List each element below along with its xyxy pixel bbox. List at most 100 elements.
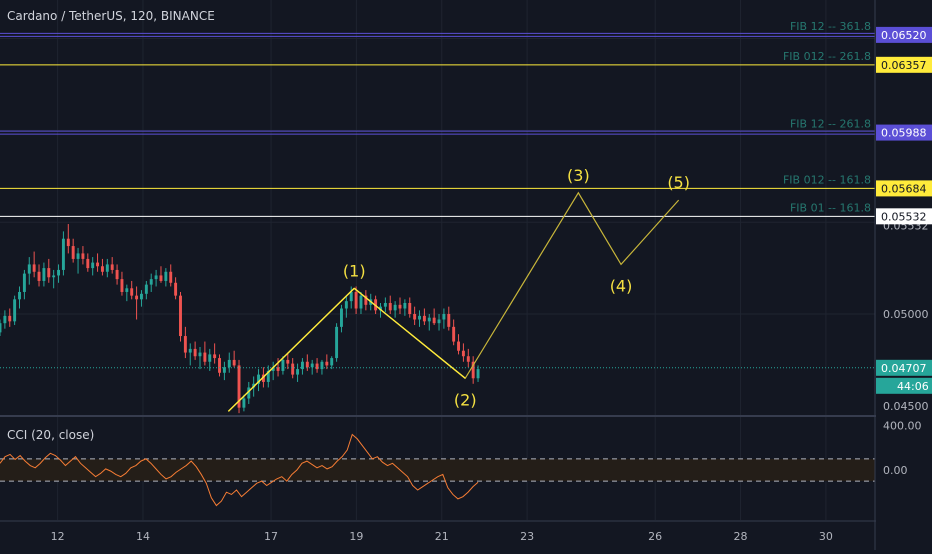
candle-body-26	[125, 288, 129, 292]
candle-body-35	[169, 271, 173, 283]
candle-body-88	[427, 317, 431, 322]
price-axis: 0.05000 0.04500 0.05532 0.06520 0.06357 0.059…	[876, 0, 932, 550]
candle-body-11	[52, 275, 56, 278]
candle-body-8	[37, 271, 41, 281]
candle-body-79	[383, 302, 387, 307]
fib-price-tag-0: 0.06520	[881, 29, 927, 42]
candle-body-90	[437, 319, 441, 324]
time-tick-21: 21	[435, 530, 449, 543]
candle-body-30	[144, 284, 148, 294]
candle-body-10	[47, 268, 51, 278]
candle-body-40	[193, 348, 197, 357]
cci-tick-1: 0.00	[883, 464, 908, 477]
price-tick-1: 0.04500	[883, 400, 929, 413]
candle-body-17	[81, 253, 85, 259]
candle-body-12	[57, 269, 60, 276]
candle-body-84	[408, 302, 412, 315]
current-price-tag-bg	[876, 359, 932, 376]
candle-body-64	[310, 363, 314, 368]
fib-price-tag-4: 0.05532	[881, 210, 927, 223]
candle-body-32	[154, 275, 158, 280]
fib-level-label-4: FIB 01 -- 161.8	[790, 201, 871, 214]
candle-body-27	[130, 288, 134, 296]
candle-body-36	[174, 282, 178, 296]
candle-body-91	[442, 314, 446, 320]
wave-label-1: (1)	[343, 261, 366, 280]
wave-label-4: (4)	[610, 276, 633, 295]
candle-body-38	[183, 336, 187, 353]
candle-body-19	[91, 262, 95, 269]
cci-indicator-title[interactable]: CCI (20, close)	[7, 428, 95, 442]
candle-body-82	[398, 304, 402, 309]
candle-body-60	[291, 363, 295, 375]
elliott-wave-path: (1) (2) (3) (4) (5)	[227, 166, 690, 412]
fib-level-label-1: FIB 012 -- 261.8	[783, 50, 871, 63]
candle-body-58	[281, 359, 285, 371]
candle-body-7	[32, 264, 36, 272]
candle-body-44	[213, 354, 217, 359]
candle-body-39	[188, 348, 192, 353]
candle-body-87	[422, 315, 426, 322]
fib-price-tag-bg-0	[876, 26, 932, 43]
candle-body-66	[320, 361, 324, 370]
candle-body-47	[227, 359, 231, 368]
price-axis-background	[876, 0, 932, 550]
fib-price-tag-bg-4	[876, 208, 932, 225]
candle-body-25	[120, 279, 124, 292]
candles	[0, 224, 480, 414]
fib-price-tag-3: 0.05684	[881, 182, 927, 195]
wave-label-2: (2)	[454, 390, 477, 409]
candle-body-23	[110, 264, 114, 270]
candle-body-43	[208, 354, 212, 362]
candle-body-89	[432, 317, 436, 324]
candle-body-22	[105, 264, 109, 272]
fib-level-label-0: FIB 12 -- 361.8	[790, 20, 871, 33]
candle-body-68	[330, 358, 334, 366]
time-tick-28: 28	[734, 530, 748, 543]
countdown-tag: 44:06	[897, 380, 929, 393]
fib-price-tag-2: 0.05988	[881, 127, 927, 140]
current-price-tag: 0.04707	[881, 362, 927, 375]
candle-body-85	[413, 314, 417, 320]
candle-body-20	[96, 262, 100, 267]
time-tick-23: 23	[520, 530, 534, 543]
candle-body-24	[115, 269, 119, 280]
candle-body-67	[325, 361, 329, 366]
cci-line	[0, 433, 479, 507]
time-tick-30: 30	[819, 530, 833, 543]
candle-body-16	[76, 253, 80, 259]
candle-body-15	[71, 246, 75, 259]
candle-body-48	[232, 359, 236, 366]
symbol-title[interactable]: Cardano / TetherUS, 120, BINANCE	[7, 9, 215, 23]
candle-body-70	[340, 308, 343, 327]
grid-lines	[0, 0, 875, 520]
candle-body-31	[149, 279, 153, 285]
fib-price-tag-1: 0.06357	[881, 59, 927, 72]
price-tick-0: 0.05000	[883, 308, 929, 321]
candle-body-63	[305, 361, 309, 368]
cci-band-fill	[0, 458, 875, 482]
time-tick-19: 19	[349, 530, 363, 543]
candle-body-96	[466, 356, 470, 362]
candle-body-1	[3, 315, 7, 324]
candle-body-74	[359, 295, 363, 309]
time-tick-17: 17	[264, 530, 278, 543]
fib-price-tag-bg-3	[876, 180, 932, 197]
candle-body-56	[271, 367, 275, 371]
candle-body-95	[461, 350, 465, 357]
candle-body-92	[447, 314, 451, 327]
candle-body-52	[252, 383, 256, 388]
time-axis: 12 14 17 19 21 23 26 28 30	[51, 530, 833, 543]
candle-body-0	[0, 323, 2, 333]
candle-body-94	[457, 341, 460, 351]
candle-body-37	[179, 295, 182, 337]
candle-body-62	[300, 361, 304, 370]
candle-body-75	[364, 295, 368, 305]
candle-body-34	[164, 271, 168, 281]
candle-body-2	[8, 315, 12, 322]
candle-body-42	[203, 352, 207, 362]
candle-body-97	[471, 361, 475, 379]
candle-body-14	[66, 238, 70, 247]
